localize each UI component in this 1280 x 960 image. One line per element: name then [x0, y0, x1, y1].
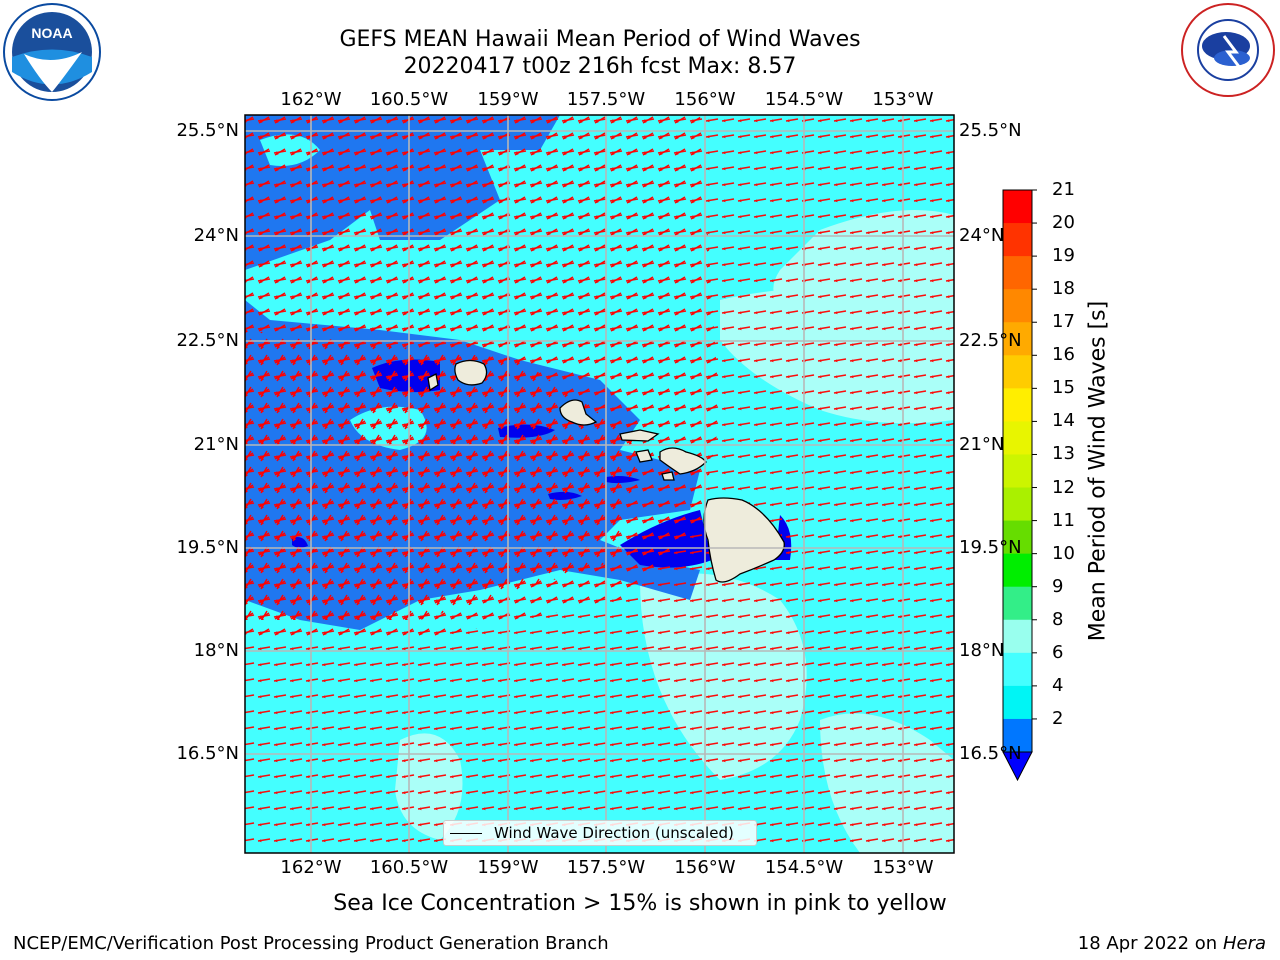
footer-date: 18 Apr 2022 on Hera: [1078, 933, 1266, 954]
colorbar-segment: [1003, 586, 1032, 621]
lat-label-left: 25.5°N: [176, 120, 239, 141]
colorbar-segment: [1003, 652, 1032, 687]
colorbar: [1002, 189, 1037, 782]
lat-label-right: 19.5°N: [959, 537, 1022, 558]
lon-label-bottom: 156°W: [674, 857, 736, 878]
lon-label-top: 159°W: [477, 89, 539, 110]
colorbar-segment: [1003, 289, 1032, 323]
hawaii-islands: [427, 359, 785, 583]
lon-label-bottom: 160.5°W: [369, 857, 449, 878]
colorbar-segment: [1003, 223, 1032, 257]
lon-label-top: 160.5°W: [369, 89, 449, 110]
lat-label-right: 24°N: [959, 225, 1005, 246]
lon-label-bottom: 162°W: [280, 857, 342, 878]
island-niihau: [427, 373, 439, 392]
colorbar-tick-label: 18: [1052, 278, 1075, 300]
sea-ice-caption: Sea Ice Concentration > 15% is shown in …: [333, 891, 947, 916]
colorbar-tick-label: 16: [1052, 344, 1075, 366]
legend-label: Wind Wave Direction (unscaled): [494, 824, 734, 842]
colorbar-tick-label: 6: [1052, 641, 1064, 663]
colorbar-tick-label: 9: [1052, 575, 1064, 597]
nws-logo: [1181, 3, 1275, 97]
lat-label-left: 18°N: [193, 640, 239, 661]
colorbar-tick-label: 14: [1052, 410, 1075, 432]
legend-line-icon: [450, 832, 482, 834]
colorbar-segment: [1003, 454, 1032, 489]
graticule: [245, 115, 954, 853]
colorbar-title: Mean Period of Wind Waves [s]: [1085, 300, 1111, 642]
island-oahu: [559, 399, 598, 426]
colorbar-tick-label: 21: [1052, 179, 1075, 200]
colorbar-segment: [1003, 256, 1032, 290]
svg-text:NOAA: NOAA: [31, 25, 72, 41]
colorbar-segment: [1003, 322, 1032, 356]
footer-date-text: 18 Apr 2022 on: [1077, 933, 1223, 954]
island-maui: [659, 447, 707, 475]
lat-label-left: 22.5°N: [176, 330, 239, 351]
island-big-island: [703, 497, 785, 583]
colorbar-segment: [1003, 190, 1032, 224]
footer-credit: NCEP/EMC/Verification Post Processing Pr…: [13, 933, 609, 954]
map-legend: Wind Wave Direction (unscaled): [443, 820, 757, 846]
lon-label-top: 153°W: [872, 89, 934, 110]
lat-label-right: 22.5°N: [959, 330, 1022, 351]
island-molokai: [619, 429, 660, 442]
footer-host: Hera: [1222, 933, 1266, 954]
lat-label-left: 21°N: [193, 434, 239, 455]
noaa-logo: NOAA: [3, 3, 101, 101]
map-frame: [244, 114, 955, 854]
island-kahoolawe: [661, 471, 675, 481]
lat-label-right: 16.5°N: [959, 743, 1022, 764]
colorbar-segment: [1003, 421, 1032, 455]
colorbar-segment: [1003, 553, 1032, 588]
lat-label-right: 18°N: [959, 640, 1005, 661]
lon-label-bottom: 154.5°W: [764, 857, 844, 878]
lon-label-top: 157.5°W: [566, 89, 646, 110]
island-kauai: [454, 359, 488, 386]
lat-label-right: 25.5°N: [959, 120, 1022, 141]
lon-label-bottom: 157.5°W: [566, 857, 646, 878]
lat-label-left: 19.5°N: [176, 537, 239, 558]
lat-label-right: 21°N: [959, 434, 1005, 455]
colorbar-segment: [1003, 685, 1032, 720]
map-subtitle: 20220417 t00z 216h fcst Max: 8.57: [403, 54, 797, 79]
colorbar-tick-label: 4: [1052, 674, 1064, 696]
lon-label-bottom: 153°W: [872, 857, 934, 878]
colorbar-tick-label: 20: [1052, 212, 1075, 234]
colorbar-tick-label: 13: [1052, 443, 1075, 465]
colorbar-segment: [1003, 388, 1032, 422]
colorbar-frame: [1002, 189, 1033, 753]
colorbar-tick-label: 10: [1052, 542, 1075, 564]
colorbar-tick-label: 11: [1052, 509, 1075, 531]
colorbar-segment: [1003, 718, 1032, 753]
colorbar-tick-label: 17: [1052, 311, 1075, 333]
lon-label-top: 156°W: [674, 89, 736, 110]
colorbar-tick-label: 2: [1052, 707, 1064, 729]
colorbar-tick-label: 19: [1052, 245, 1075, 267]
lat-label-left: 24°N: [193, 225, 239, 246]
lat-label-left: 16.5°N: [176, 743, 239, 764]
lon-label-top: 154.5°W: [764, 89, 844, 110]
colorbar-segment: [1003, 520, 1032, 555]
colorbar-tick-label: 12: [1052, 476, 1075, 498]
map-title: GEFS MEAN Hawaii Mean Period of Wind Wav…: [339, 27, 861, 52]
colorbar-segment: [1003, 355, 1032, 389]
lon-label-top: 162°W: [280, 89, 342, 110]
lon-label-bottom: 159°W: [477, 857, 539, 878]
colorbar-segment: [1003, 487, 1032, 522]
colorbar-segment: [1003, 619, 1032, 654]
map-field: [245, 115, 954, 853]
colorbar-tick-label: 15: [1052, 377, 1075, 399]
island-lanai: [635, 449, 653, 463]
colorbar-tick-label: 8: [1052, 608, 1064, 630]
